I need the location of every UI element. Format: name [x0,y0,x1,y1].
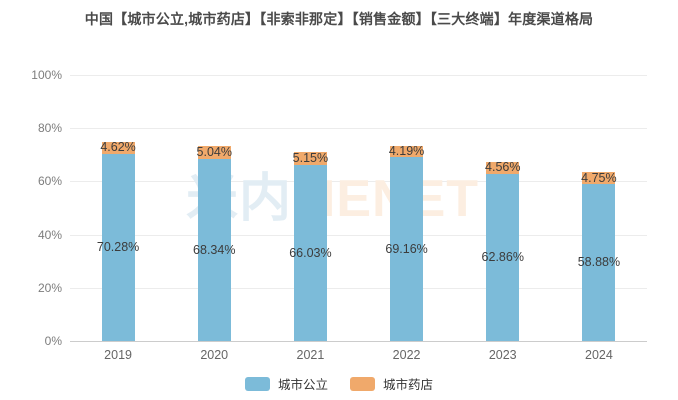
y-axis-tick-label: 80% [37,121,62,136]
y-axis-tick-label: 100% [31,68,62,82]
bar-segment-城市公立-2024[interactable] [582,184,616,341]
legend-item-城市药店[interactable]: 城市药店 [350,374,433,393]
x-axis-line [70,341,647,342]
chart-title: 中国【城市公立,城市药店】【非索非那定】【销售金额】【三大终端】年度渠道格局 [84,11,594,27]
y-axis-tick-label: 60% [37,174,62,189]
bar-segment-城市药店-2020[interactable] [197,145,231,160]
bar-segment-城市药店-2024[interactable] [582,171,616,185]
legend: 城市公立 城市药店 [0,374,678,393]
data-label-城市药店-2021: 5.15% [292,151,329,165]
bar-segment-城市公立-2020[interactable] [197,159,231,341]
data-label-城市药店-2024: 4.75% [581,170,617,185]
data-label-城市药店-2020: 5.04% [196,145,232,159]
gridline [70,181,647,183]
gridline [70,234,647,236]
data-label-城市公立-2022: 69.16% [385,241,428,256]
bar-segment-城市公立-2023[interactable] [486,173,520,341]
x-axis-tick-label: 2019 [104,348,132,362]
x-axis-tick-label: 2024 [585,348,613,362]
legend-swatch [350,376,375,391]
gridline [70,128,647,130]
data-label-城市公立-2023: 62.86% [481,249,524,264]
bar-segment-城市药店-2022[interactable] [390,145,424,158]
y-axis-tick-label: 20% [37,280,62,295]
bar-segment-城市公立-2019[interactable] [101,154,135,341]
data-label-城市公立-2020: 68.34% [193,242,236,257]
gridline [70,75,647,76]
data-label-城市药店-2022: 4.19% [388,143,425,158]
x-axis-tick-label: 2022 [392,348,421,362]
bar-segment-城市药店-2021[interactable] [293,151,327,166]
bar-segment-城市药店-2023[interactable] [486,161,520,174]
bar-segment-城市药店-2019[interactable] [101,141,135,155]
data-label-城市公立-2019: 70.28% [96,240,140,255]
legend-item-城市公立[interactable]: 城市公立 [244,374,328,393]
data-label-城市药店-2019: 4.62% [100,140,136,155]
bar-segment-城市公立-2022[interactable] [390,157,424,341]
data-label-城市药店-2023: 4.56% [485,160,521,175]
y-axis-tick-label: 0% [44,334,62,348]
legend-label: 城市药店 [383,378,434,392]
data-label-城市公立-2021: 66.03% [289,245,332,260]
x-axis-tick-label: 2020 [200,348,229,362]
legend-swatch [244,376,270,391]
x-axis-tick-label: 2021 [296,348,325,362]
legend-label: 城市公立 [277,378,328,392]
bar-segment-城市公立-2021[interactable] [293,165,327,341]
data-label-城市公立-2024: 58.88% [577,255,621,270]
gridline [70,287,647,289]
x-axis-tick-label: 2023 [488,348,517,362]
y-axis-tick-label: 40% [37,227,62,242]
